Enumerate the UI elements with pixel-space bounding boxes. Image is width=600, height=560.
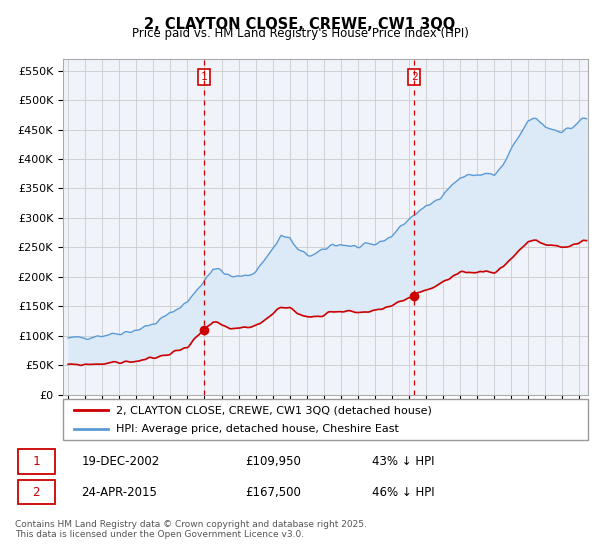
- Text: 1: 1: [32, 455, 40, 468]
- FancyBboxPatch shape: [63, 399, 588, 440]
- Text: 43% ↓ HPI: 43% ↓ HPI: [372, 455, 434, 468]
- Text: 46% ↓ HPI: 46% ↓ HPI: [372, 486, 435, 499]
- Text: 2: 2: [411, 72, 418, 82]
- Text: 19-DEC-2002: 19-DEC-2002: [81, 455, 160, 468]
- Text: £167,500: £167,500: [245, 486, 301, 499]
- FancyBboxPatch shape: [18, 449, 55, 474]
- Text: Price paid vs. HM Land Registry's House Price Index (HPI): Price paid vs. HM Land Registry's House …: [131, 27, 469, 40]
- Text: Contains HM Land Registry data © Crown copyright and database right 2025.
This d: Contains HM Land Registry data © Crown c…: [15, 520, 367, 539]
- Text: HPI: Average price, detached house, Cheshire East: HPI: Average price, detached house, Ches…: [115, 424, 398, 433]
- Text: 2, CLAYTON CLOSE, CREWE, CW1 3QQ: 2, CLAYTON CLOSE, CREWE, CW1 3QQ: [145, 17, 455, 32]
- Text: 2, CLAYTON CLOSE, CREWE, CW1 3QQ (detached house): 2, CLAYTON CLOSE, CREWE, CW1 3QQ (detach…: [115, 405, 431, 415]
- Text: 1: 1: [200, 72, 207, 82]
- Text: 2: 2: [32, 486, 40, 499]
- FancyBboxPatch shape: [18, 480, 55, 505]
- Text: 24-APR-2015: 24-APR-2015: [81, 486, 157, 499]
- Text: £109,950: £109,950: [245, 455, 301, 468]
